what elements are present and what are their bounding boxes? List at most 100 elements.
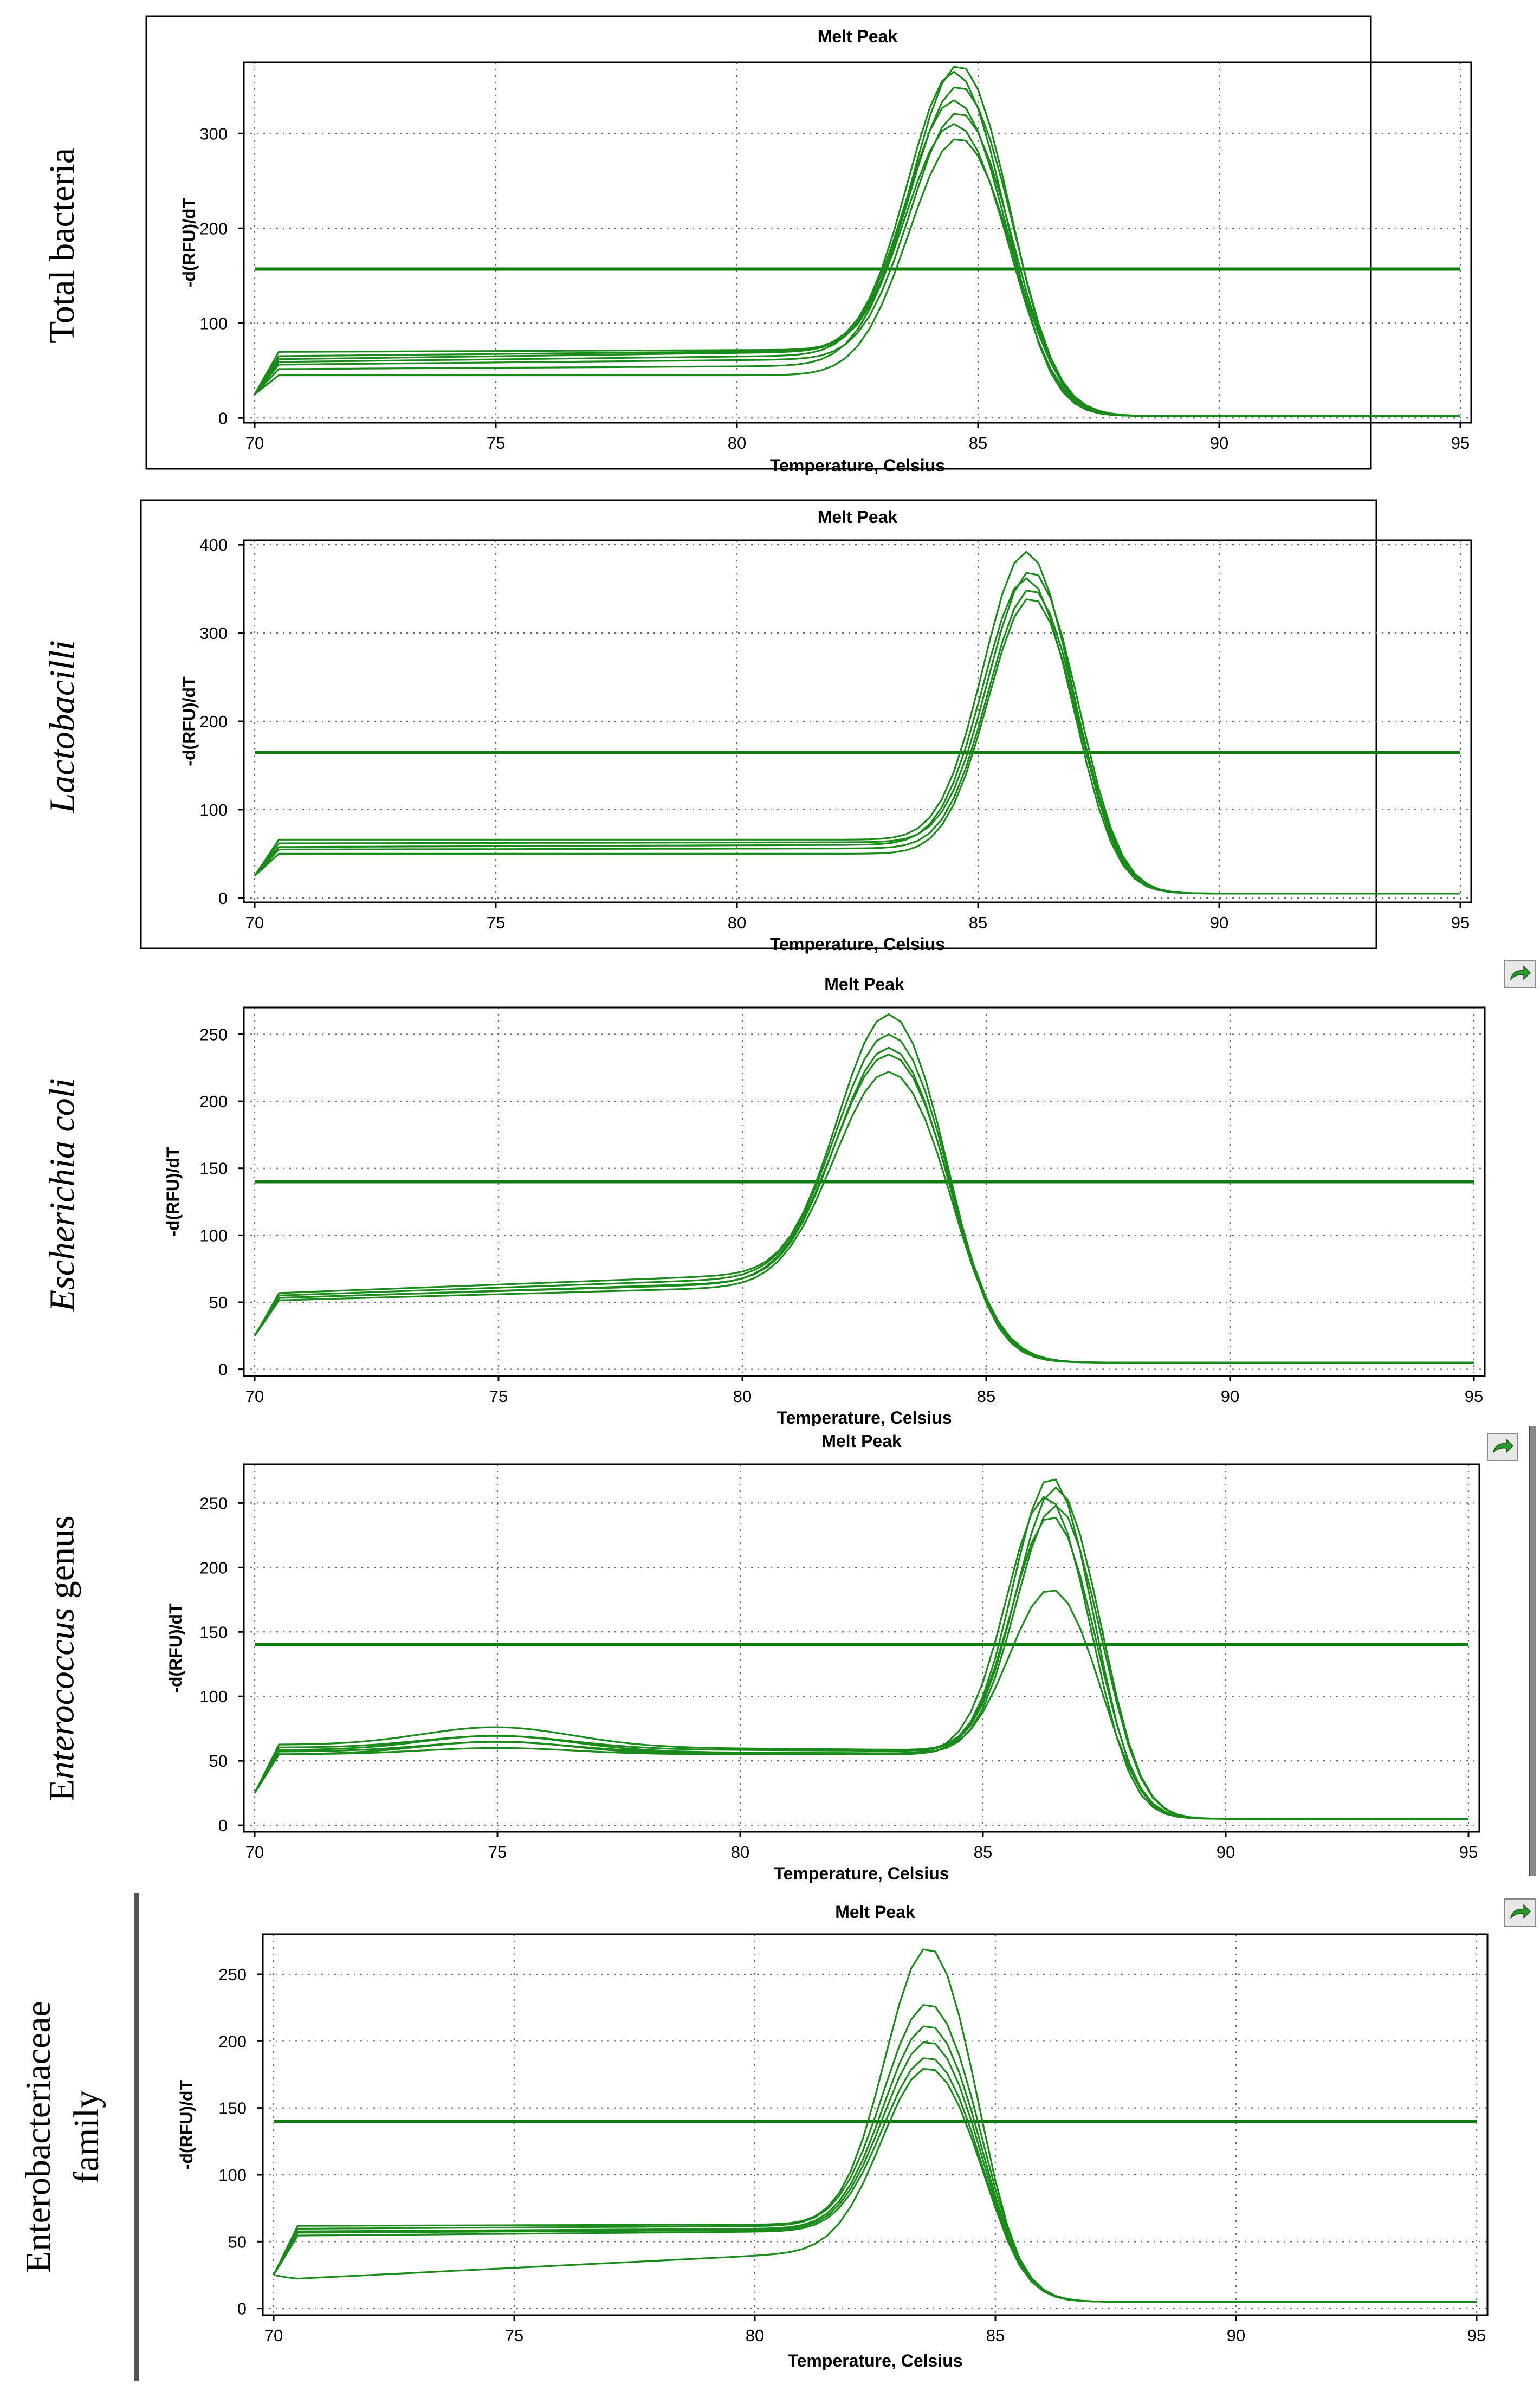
x-tick-label: 70 (264, 2326, 283, 2345)
x-tick-label: 75 (488, 1843, 507, 1862)
row-label-text: Lactobacilli (42, 640, 82, 813)
melt-curve-5 (254, 1013, 1474, 1364)
melt-curve-7 (254, 66, 1460, 417)
x-tick-label: 80 (728, 913, 746, 932)
row-label: Escherichia coli (0, 963, 125, 1426)
melt-peak-chart: 70 75 80 85 90 95 0 50 100 150 200 250 Melt Peak Temp… (177, 1902, 1489, 2370)
x-axis-label: Temperature, Celsius (774, 1864, 949, 1883)
y-tick-label: 150 (218, 2099, 247, 2118)
panel-total-bacteria: Total bacteria 70 75 80 85 90 95 0 100 200 300 Mel… (0, 0, 1540, 490)
y-tick-label: 250 (199, 1025, 228, 1044)
left-window-edge (134, 1893, 139, 2381)
melt-curve-1 (254, 1590, 1468, 1820)
row-label: Enterococcus genus (0, 1426, 125, 1890)
row-label-text: Enterobacteriaceae family (14, 2001, 111, 2273)
melt-curve-1 (254, 1071, 1474, 1364)
y-tick-label: 150 (199, 1159, 228, 1178)
x-tick-label: 90 (1217, 1843, 1235, 1862)
y-tick-label: 50 (228, 2232, 247, 2251)
y-tick-label: 200 (199, 219, 228, 238)
x-tick-label: 75 (489, 1387, 508, 1406)
melt-curve-6 (273, 1948, 1477, 2303)
y-tick-label: 250 (199, 1494, 228, 1513)
x-tick-label: 80 (733, 1387, 752, 1406)
chart-title: Melt Peak (818, 27, 898, 46)
x-tick-label: 90 (1210, 913, 1228, 932)
melt-peak-chart: 70 75 80 85 90 95 0 100 200 300 Melt Peak Temperatu… (145, 15, 1472, 475)
y-tick-label: 100 (199, 1687, 228, 1706)
y-tick-label: 0 (237, 2299, 247, 2318)
x-tick-label: 90 (1221, 1387, 1239, 1406)
melt-curve-2 (254, 1053, 1474, 1364)
x-tick-label: 70 (245, 913, 264, 932)
curved-arrow-icon (1510, 965, 1531, 981)
window-edge (1529, 1426, 1536, 1876)
y-tick-label: 100 (199, 1226, 228, 1245)
x-tick-label: 70 (245, 1387, 264, 1406)
panel-lactobacilli: Lactobacilli 70 75 80 85 90 95 0 100 200 300 400 Me… (0, 490, 1540, 963)
x-tick-label: 90 (1210, 434, 1228, 453)
x-tick-label: 85 (969, 913, 987, 932)
x-tick-label: 90 (1227, 2326, 1245, 2345)
row-label-text: Escherichia coli (42, 1078, 82, 1311)
y-tick-label: 100 (199, 800, 228, 819)
melt-curve-4 (254, 1496, 1468, 1820)
x-tick-label: 80 (731, 1843, 749, 1862)
x-tick-label: 75 (487, 913, 505, 932)
x-tick-label: 80 (728, 434, 746, 453)
melt-peak-chart: 70 75 80 85 90 95 0 100 200 300 400 Melt Peak Temper… (140, 499, 1472, 954)
y-tick-label: 200 (218, 2032, 247, 2051)
melt-curve-5 (254, 551, 1460, 895)
panel-border (140, 499, 1377, 949)
y-tick-label: 300 (199, 624, 228, 643)
panel-enterobacteriaceae-family: Enterobacteriaceae family 70 75 80 85 90 95 0 5… (0, 1890, 1540, 2384)
x-tick-label: 95 (1459, 1843, 1478, 1862)
y-axis-label: -d(RFU)/dT (177, 2079, 196, 2169)
y-tick-label: 0 (218, 889, 228, 908)
curved-arrow-icon (1510, 1904, 1531, 1920)
y-axis-label: -d(RFU)/dT (179, 676, 199, 766)
chart-title: Melt Peak (835, 1902, 915, 1922)
melt-curve-3 (273, 2041, 1477, 2303)
y-tick-label: 100 (218, 2166, 247, 2185)
plot-frame (243, 61, 1472, 424)
x-axis-label: Temperature, Celsius (777, 1408, 952, 1426)
y-tick-label: 200 (199, 1558, 228, 1577)
plot-frame (243, 1006, 1486, 1377)
melt-curve-3 (254, 1046, 1474, 1364)
panel-escherichia-coli: Escherichia coli 70 75 80 85 90 95 0 50 100 150 20… (0, 960, 1540, 1426)
y-axis-label: -d(RFU)/dT (163, 1147, 183, 1237)
x-tick-label: 95 (1451, 434, 1470, 453)
melt-curve-3 (254, 1504, 1468, 1820)
melt-curve-6 (254, 1478, 1468, 1820)
expand-arrow-button[interactable] (1504, 1898, 1536, 1927)
panel-border (145, 15, 1372, 470)
row-label: Lactobacilli (0, 490, 125, 963)
row-label: Total bacteria (0, 0, 125, 490)
chart-title: Melt Peak (824, 974, 904, 994)
y-tick-label: 200 (199, 1092, 228, 1111)
x-tick-label: 80 (746, 2326, 764, 2345)
chart-title: Melt Peak (818, 507, 898, 527)
expand-arrow-button[interactable] (1487, 1433, 1518, 1461)
melt-peak-chart: 70 75 80 85 90 95 0 50 100 150 200 250 Melt Peak Temp… (163, 974, 1486, 1426)
melt-curve-6 (254, 70, 1460, 417)
y-tick-label: 250 (218, 1965, 247, 1984)
y-tick-label: 100 (199, 314, 228, 333)
melt-curve-3 (254, 113, 1460, 417)
x-tick-label: 95 (1467, 2326, 1486, 2345)
melt-curve-2 (254, 590, 1460, 895)
melt-curve-5 (273, 2004, 1477, 2303)
plot-frame (262, 1933, 1489, 2316)
y-tick-label: 200 (199, 712, 228, 731)
x-tick-label: 75 (505, 2326, 523, 2345)
x-tick-label: 85 (977, 1387, 995, 1406)
plot-frame (243, 1463, 1480, 1833)
row-label-text: Total bacteria (42, 147, 82, 343)
y-tick-label: 0 (218, 1360, 228, 1379)
melt-curve-1 (273, 2068, 1477, 2303)
expand-arrow-button[interactable] (1504, 960, 1536, 988)
x-tick-label: 70 (245, 434, 264, 453)
y-axis-label: -d(RFU)/dT (179, 197, 199, 287)
x-tick-label: 95 (1465, 1387, 1483, 1406)
